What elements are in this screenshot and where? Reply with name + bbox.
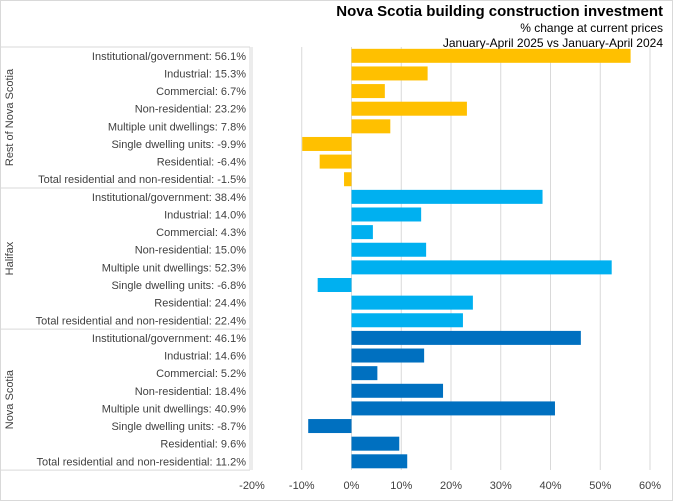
- bar: [344, 172, 352, 187]
- bar: [351, 366, 378, 381]
- category-label: Commercial: 5.2%: [156, 368, 246, 380]
- x-axis-ticks: -20% -10% 0% 10% 20% 30% 40% 50% 60%: [239, 480, 661, 492]
- bar: [351, 48, 631, 63]
- bar: [351, 66, 428, 81]
- bar: [308, 419, 352, 434]
- category-label: Multiple unit dwellings: 40.9%: [102, 403, 247, 415]
- category-label: Residential: 9.6%: [160, 439, 246, 451]
- category-label: Industrial: 14.6%: [164, 351, 246, 363]
- category-label: Commercial: 4.3%: [156, 227, 246, 239]
- bar: [351, 454, 408, 469]
- bar: [351, 348, 425, 363]
- bar: [351, 189, 543, 204]
- bar: [351, 401, 555, 416]
- bar: [351, 436, 400, 451]
- x-tick-label: 30%: [490, 480, 512, 492]
- chart-subtitle-line-2: January-April 2025 vs January-April 2024: [442, 36, 663, 50]
- group-label: Halifax: [4, 241, 16, 275]
- bar: [351, 207, 422, 222]
- bar: [351, 260, 612, 275]
- x-tick-label: 40%: [539, 480, 561, 492]
- category-label: Total residential and non-residential: 2…: [36, 315, 247, 327]
- group-label: Rest of Nova Scotia: [4, 68, 16, 166]
- x-tick-label: 50%: [589, 480, 611, 492]
- category-label: Single dwelling units: -9.9%: [111, 139, 246, 151]
- category-label: Non-residential: 18.4%: [135, 386, 247, 398]
- bar: [319, 154, 352, 169]
- bar: [351, 242, 427, 257]
- bar: [302, 136, 352, 151]
- bars: [302, 48, 631, 469]
- x-tick-label: 60%: [639, 480, 661, 492]
- x-tick-label: 0%: [344, 480, 360, 492]
- category-label: Single dwelling units: -8.7%: [111, 421, 246, 433]
- category-label: Institutional/government: 56.1%: [92, 51, 246, 63]
- bar: [317, 278, 352, 293]
- category-axis: Rest of Nova Scotia Institutional/governm…: [0, 46, 251, 471]
- bar: [351, 330, 581, 345]
- bar: [351, 225, 373, 240]
- bar: [351, 313, 463, 328]
- bar: [351, 84, 385, 99]
- bar: [351, 383, 444, 398]
- category-label: Industrial: 14.0%: [164, 209, 246, 221]
- category-label: Industrial: 15.3%: [164, 68, 246, 80]
- category-label: Total residential and non-residential: -…: [38, 174, 246, 186]
- group-label: Nova Scotia: [4, 369, 16, 429]
- chart-subtitle-line-1: % change at current prices: [520, 21, 663, 35]
- x-tick-label: -20%: [239, 480, 265, 492]
- category-label: Commercial: 6.7%: [156, 86, 246, 98]
- bar: [351, 295, 473, 310]
- x-tick-label: 20%: [440, 480, 462, 492]
- category-label: Residential: -6.4%: [157, 157, 246, 169]
- category-label: Multiple unit dwellings: 7.8%: [108, 121, 246, 133]
- category-label: Non-residential: 23.2%: [135, 104, 247, 116]
- category-label: Non-residential: 15.0%: [135, 245, 247, 257]
- category-label: Institutional/government: 46.1%: [92, 333, 246, 345]
- bar: [351, 101, 467, 116]
- x-tick-label: 10%: [390, 480, 412, 492]
- category-label: Total residential and non-residential: 1…: [36, 456, 246, 468]
- x-tick-label: -10%: [289, 480, 315, 492]
- gridlines: [251, 47, 651, 470]
- category-label: Single dwelling units: -6.8%: [111, 280, 246, 292]
- category-label: Institutional/government: 38.4%: [92, 192, 246, 204]
- bar: [351, 119, 391, 134]
- category-label: Residential: 24.4%: [154, 298, 246, 310]
- category-label: Multiple unit dwellings: 52.3%: [102, 262, 247, 274]
- chart-title: Nova Scotia building construction invest…: [336, 3, 663, 20]
